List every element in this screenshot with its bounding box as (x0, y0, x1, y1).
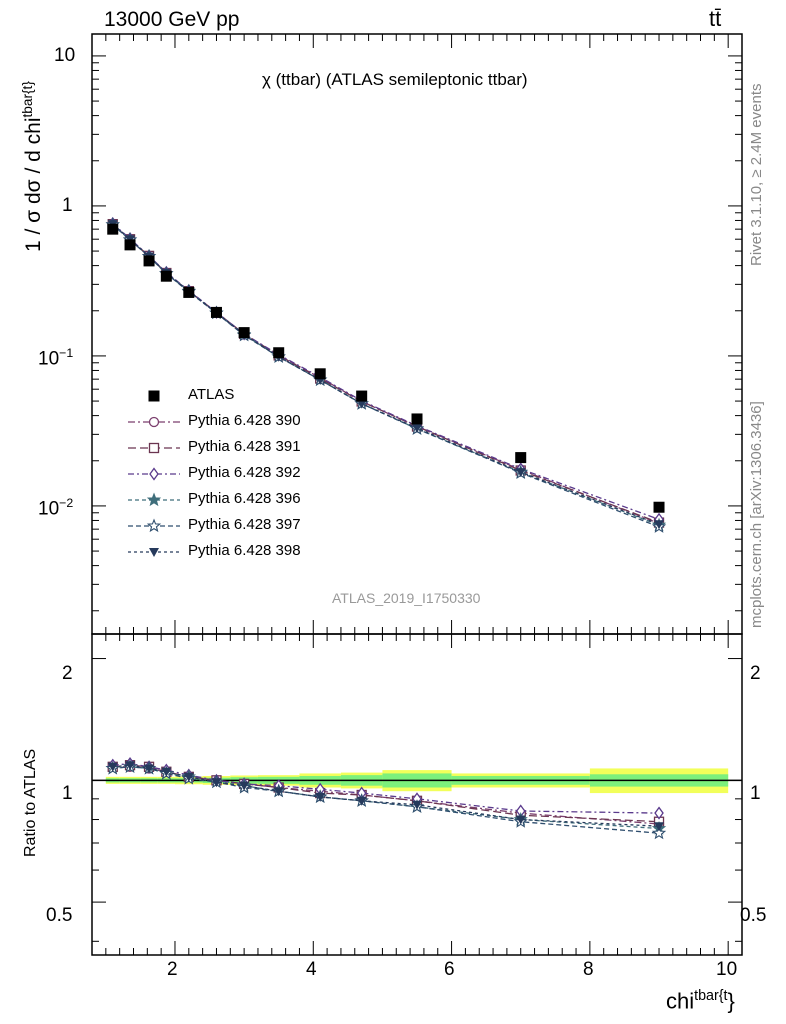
mcplots-label: mcplots.cern.ch [arXiv:1306.3436] (748, 401, 765, 628)
ratio-ytick-label: 1 (62, 783, 73, 804)
data-point-atlas (653, 501, 665, 513)
top-ytick-label: 10−1 (38, 346, 74, 370)
data-point-atlas (143, 255, 155, 267)
legend-entry-392: Pythia 6.428 392 (188, 464, 301, 481)
legend-marker-p391 (148, 442, 160, 454)
top-ytick-label: 10 (54, 45, 76, 66)
legend-entry-390: Pythia 6.428 390 (188, 412, 301, 429)
top-ytick-label: 1 (62, 195, 73, 216)
data-point-atlas (124, 239, 136, 251)
xtick-label: 8 (583, 959, 594, 980)
ratio-ytick-label: 0.5 (46, 905, 73, 926)
ratio-panel-frame (91, 633, 743, 956)
ratio-ytick-label-right: 1 (750, 783, 761, 804)
ratio-point-p398 (515, 815, 526, 825)
legend-marker-p396 (146, 492, 162, 507)
data-point-atlas (210, 306, 222, 318)
legend-marker-p390 (148, 416, 160, 428)
legend-marker-p392 (149, 467, 159, 481)
legend-entry-398: Pythia 6.428 398 (188, 542, 301, 559)
ratio-point-p398 (107, 762, 118, 772)
ratio-point-p398 (273, 787, 284, 797)
series-line-p397 (112, 224, 660, 528)
xtick-label: 6 (444, 959, 455, 980)
analysis-watermark: ATLAS_2019_I1750330 (332, 590, 481, 606)
ratio-ytick-label-right: 0.5 (740, 905, 767, 926)
top-ytick-label: 10−2 (38, 496, 74, 520)
data-point-atlas (273, 347, 285, 359)
ratio-point-p398 (183, 772, 194, 782)
data-point-atlas (314, 368, 326, 380)
data-point-atlas (411, 413, 423, 425)
ratio-point-p398 (161, 767, 172, 777)
legend-entry-396: Pythia 6.428 396 (188, 490, 301, 507)
point-p398 (654, 520, 665, 530)
ratio-point-p398 (412, 800, 422, 810)
xtick-label: 10 (716, 959, 738, 980)
data-point-atlas (238, 327, 250, 339)
data-point-atlas (160, 270, 172, 282)
ratio-point-p398 (144, 764, 155, 774)
point-p398 (515, 468, 526, 478)
ratio-point-p398 (315, 792, 326, 802)
legend-marker-p397 (146, 518, 162, 533)
data-point-atlas (183, 286, 195, 298)
ratio-y-axis-label: Ratio to ATLAS (22, 748, 39, 857)
plot-title: χ (ttbar) (ATLAS semileptonic ttbar) (262, 70, 528, 89)
point-p398 (356, 399, 367, 409)
ratio-point-p398 (125, 761, 136, 771)
ratio-ytick-label-right: 2 (750, 663, 761, 684)
xtick-label: 4 (306, 959, 317, 980)
ratio-point-p392 (654, 806, 664, 820)
ratio-ytick-label: 2 (62, 663, 73, 684)
data-point-atlas (356, 390, 368, 402)
xtick-label: 2 (167, 959, 178, 980)
ratio-point-p398 (239, 781, 250, 791)
ratio-point-p398 (356, 796, 367, 806)
beam-label: 13000 GeV pp (104, 8, 240, 31)
legend-marker-p398 (149, 548, 159, 557)
data-point-atlas (515, 452, 527, 464)
legend-entry-391: Pythia 6.428 391 (188, 438, 301, 455)
ratio-point-p398 (654, 822, 665, 832)
top-y-axis-label: 1 / σ dσ / d chitbar{t} (20, 81, 45, 252)
point-p398 (412, 424, 422, 434)
x-axis-label: chitbar{t} (666, 988, 735, 1014)
process-label: tt̄ (709, 6, 722, 31)
legend-entry-atlas: ATLAS (188, 386, 235, 403)
ratio-point-p398 (211, 778, 222, 788)
ratio-point-p397 (651, 825, 667, 840)
rivet-label: Rivet 3.1.10, ≥ 2.4M events (748, 83, 765, 267)
legend-marker-atlas (148, 390, 160, 402)
data-point-atlas (107, 223, 119, 235)
legend-entry-397: Pythia 6.428 397 (188, 516, 301, 533)
